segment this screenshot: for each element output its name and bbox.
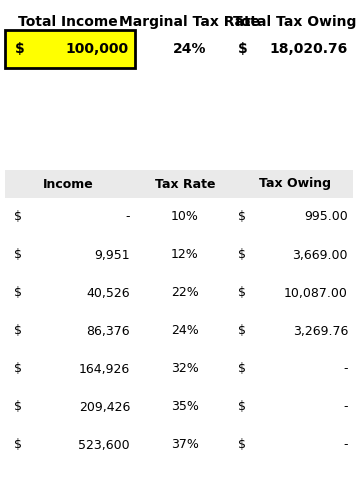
Text: Tax Owing: Tax Owing <box>259 177 331 191</box>
Text: $: $ <box>14 363 22 375</box>
Bar <box>5 170 353 198</box>
Text: $: $ <box>14 400 22 414</box>
Text: 10%: 10% <box>171 211 199 223</box>
Text: 3,669.00: 3,669.00 <box>292 248 348 262</box>
Text: $: $ <box>14 324 22 338</box>
Text: 35%: 35% <box>171 400 199 414</box>
Text: -: - <box>343 439 348 451</box>
Text: -: - <box>126 211 130 223</box>
Text: 18,020.76: 18,020.76 <box>270 42 348 56</box>
Text: Tax Rate: Tax Rate <box>155 177 215 191</box>
Text: 12%: 12% <box>171 248 199 262</box>
Text: 40,526: 40,526 <box>86 287 130 299</box>
Text: $: $ <box>238 211 246 223</box>
Text: 86,376: 86,376 <box>86 324 130 338</box>
Text: 9,951: 9,951 <box>95 248 130 262</box>
Text: $: $ <box>14 439 22 451</box>
Text: 100,000: 100,000 <box>66 42 129 56</box>
Text: $: $ <box>14 211 22 223</box>
Text: $: $ <box>238 287 246 299</box>
Text: 22%: 22% <box>171 287 199 299</box>
Text: 10,087.00: 10,087.00 <box>284 287 348 299</box>
Text: 209,426: 209,426 <box>79 400 130 414</box>
Text: $: $ <box>238 400 246 414</box>
Text: 3,269.76: 3,269.76 <box>292 324 348 338</box>
Text: $: $ <box>14 287 22 299</box>
Text: $: $ <box>238 42 248 56</box>
Text: 995.00: 995.00 <box>304 211 348 223</box>
Text: 523,600: 523,600 <box>78 439 130 451</box>
Text: Total Income: Total Income <box>18 15 118 29</box>
Text: -: - <box>343 363 348 375</box>
Text: Income: Income <box>43 177 93 191</box>
Text: 37%: 37% <box>171 439 199 451</box>
Text: 24%: 24% <box>171 324 199 338</box>
Text: -: - <box>343 400 348 414</box>
Text: $: $ <box>238 363 246 375</box>
Text: $: $ <box>14 248 22 262</box>
Bar <box>5 30 135 68</box>
Text: $: $ <box>238 324 246 338</box>
Text: $: $ <box>238 248 246 262</box>
Text: 24%: 24% <box>173 42 207 56</box>
Text: $: $ <box>238 439 246 451</box>
Text: 32%: 32% <box>171 363 199 375</box>
Text: Marginal Tax Rate: Marginal Tax Rate <box>120 15 261 29</box>
Text: $: $ <box>15 42 25 56</box>
Text: 164,926: 164,926 <box>79 363 130 375</box>
Text: Total Tax Owing: Total Tax Owing <box>233 15 357 29</box>
